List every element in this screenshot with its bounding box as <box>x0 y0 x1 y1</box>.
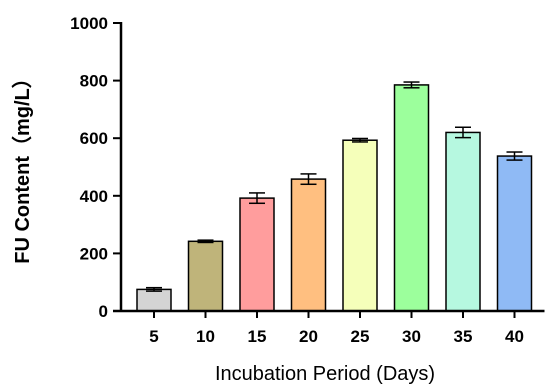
x-tick-label-25: 25 <box>351 327 370 346</box>
error-bar-5 <box>146 286 162 292</box>
y-tick-label-200: 200 <box>80 244 108 263</box>
error-bar-25 <box>352 137 368 143</box>
y-tick-label-1000: 1000 <box>70 14 108 33</box>
x-tick-label-30: 30 <box>402 327 421 346</box>
x-tick-label-20: 20 <box>299 327 318 346</box>
bar-25 <box>342 139 378 312</box>
y-tick-label-0: 0 <box>99 302 108 321</box>
y-axis-title: FU Content（mg/L） <box>11 68 34 264</box>
x-tick-label-40: 40 <box>505 327 524 346</box>
error-bar-30 <box>403 81 420 89</box>
bars-layer <box>136 84 533 312</box>
bar-10 <box>187 240 224 312</box>
error-bar-20 <box>300 173 317 186</box>
x-axis-title: Incubation Period (Days) <box>215 363 435 385</box>
x-tick-label-35: 35 <box>454 327 473 346</box>
x-tick-label-10: 10 <box>196 327 215 346</box>
x-ticks-layer: 5 10 15 20 25 30 35 40 <box>149 311 524 346</box>
axes-layer <box>113 22 545 313</box>
error-bar-40 <box>506 151 523 161</box>
x-tick-label-15: 15 <box>248 327 267 346</box>
error-bar-15 <box>249 192 265 205</box>
bar-5 <box>136 288 172 312</box>
y-tick-label-600: 600 <box>80 129 108 148</box>
x-tick-label-5: 5 <box>149 327 158 346</box>
bar-35 <box>445 131 481 312</box>
y-tick-label-400: 400 <box>80 187 108 206</box>
y-ticks-layer: 0 200 400 600 800 1000 <box>70 14 121 321</box>
bar-40 <box>496 155 533 312</box>
error-bars-layer <box>146 81 523 292</box>
error-bar-35 <box>455 126 471 139</box>
error-bar-10 <box>197 239 214 244</box>
bar-15 <box>239 197 275 312</box>
y-tick-label-800: 800 <box>80 72 108 91</box>
bar-20 <box>290 178 327 312</box>
bar-30 <box>393 84 430 312</box>
